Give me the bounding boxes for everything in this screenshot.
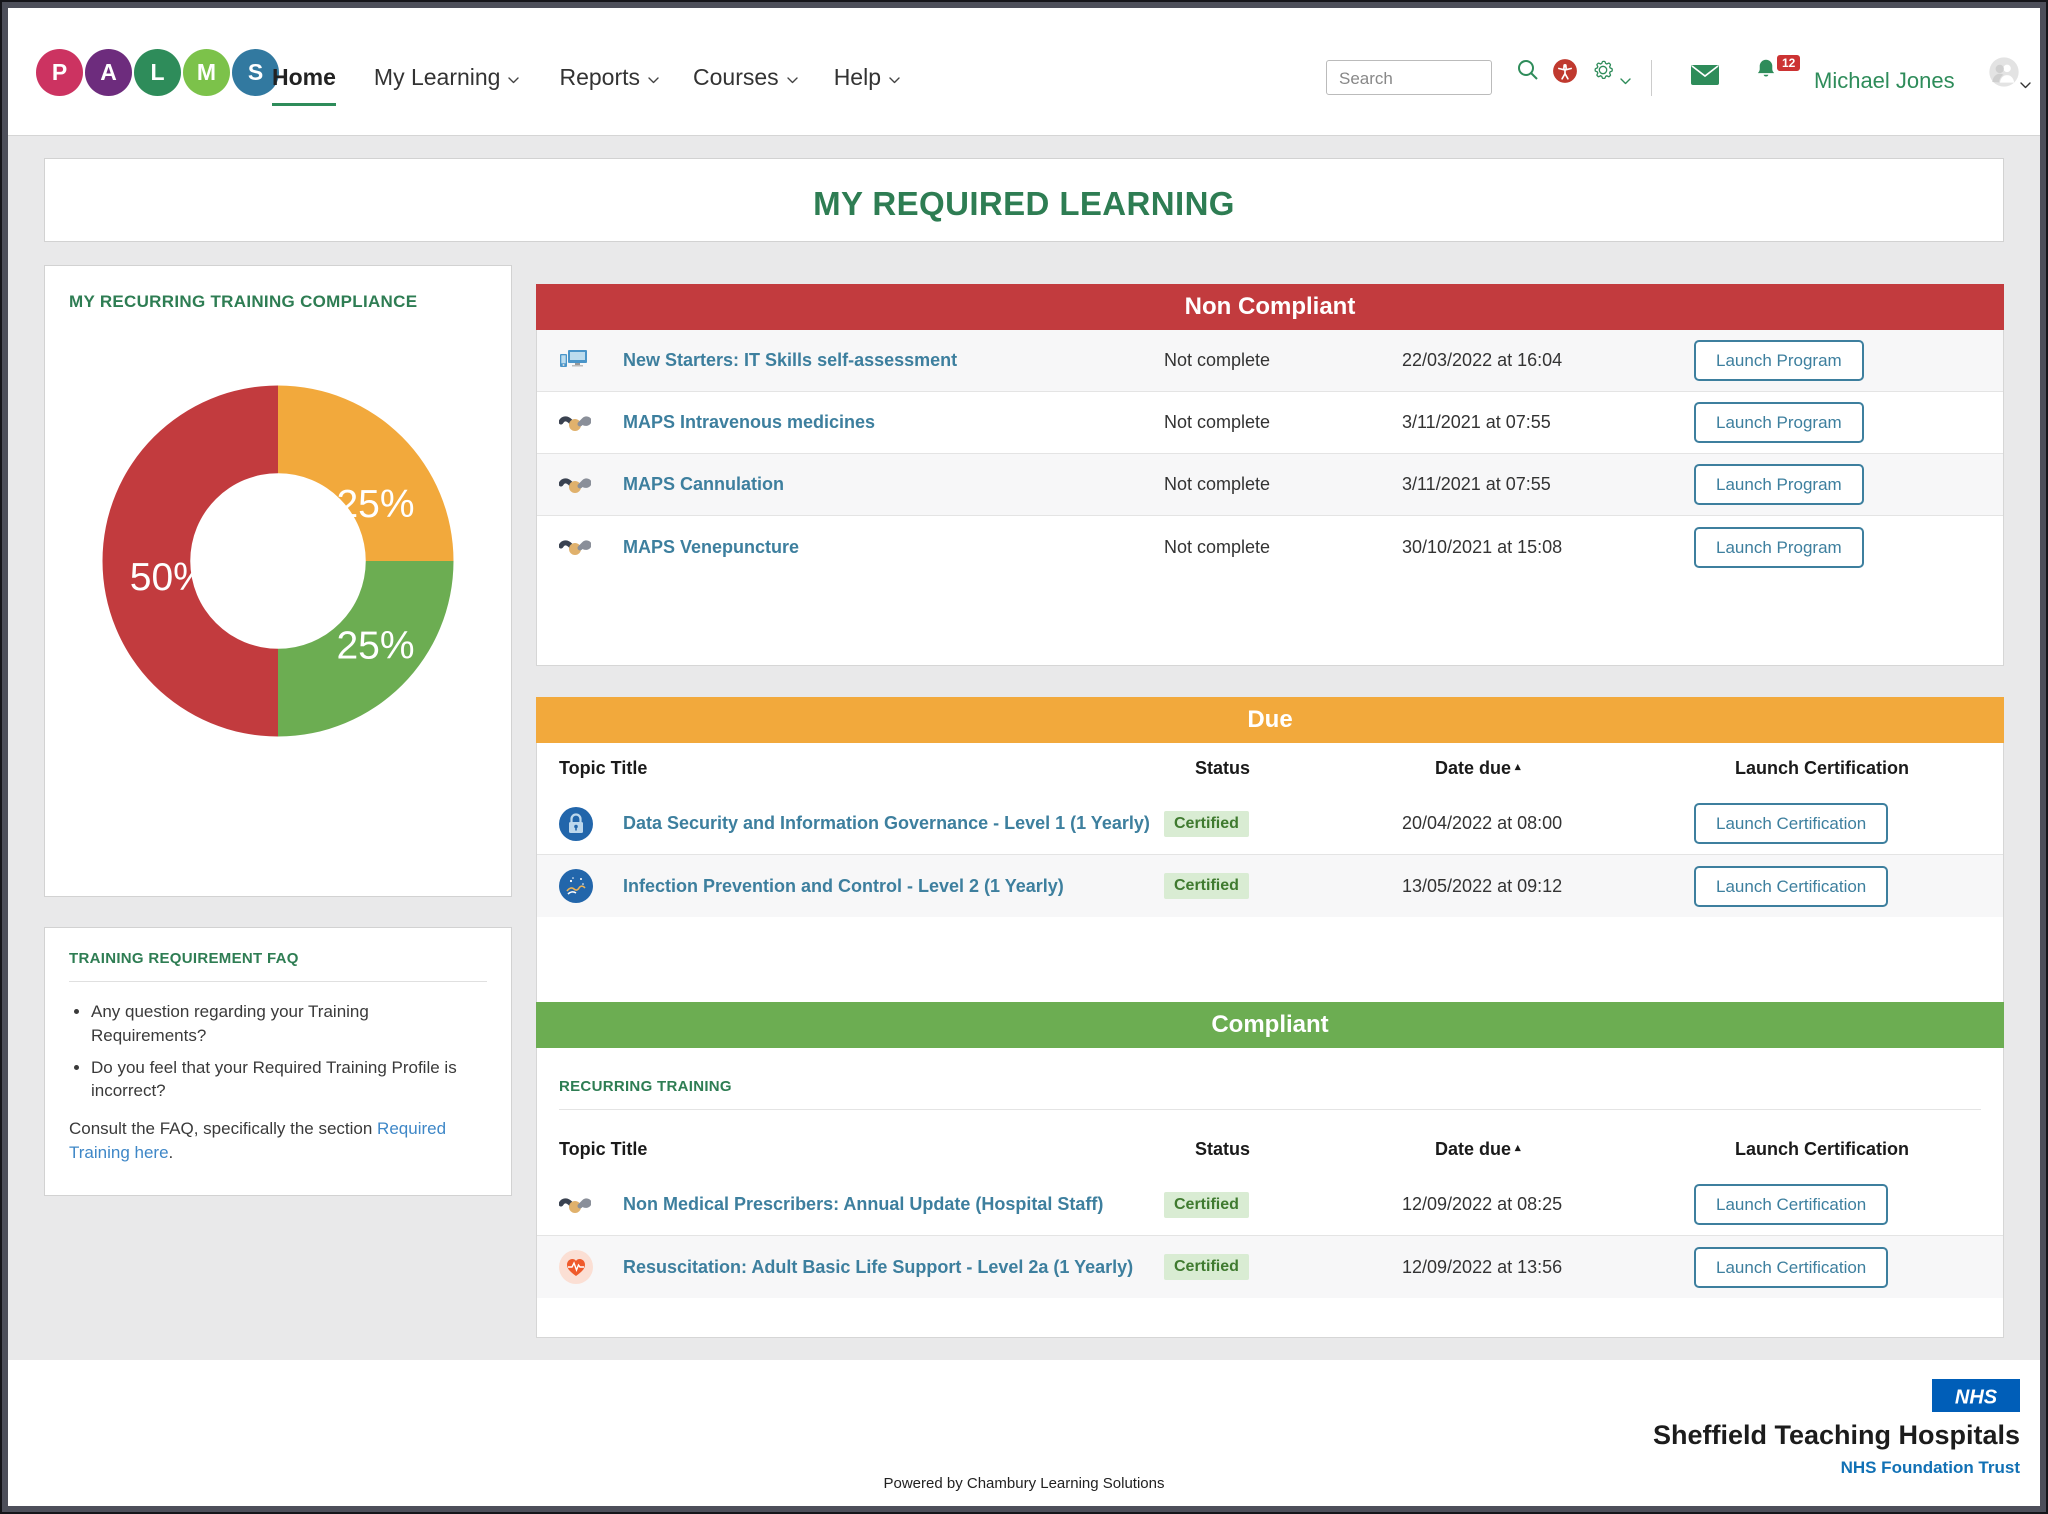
svg-text:50%: 50%	[130, 556, 208, 599]
svg-text:25%: 25%	[336, 625, 414, 668]
svg-text:NHS: NHS	[1955, 1387, 1998, 1409]
svg-text:25%: 25%	[336, 483, 414, 526]
